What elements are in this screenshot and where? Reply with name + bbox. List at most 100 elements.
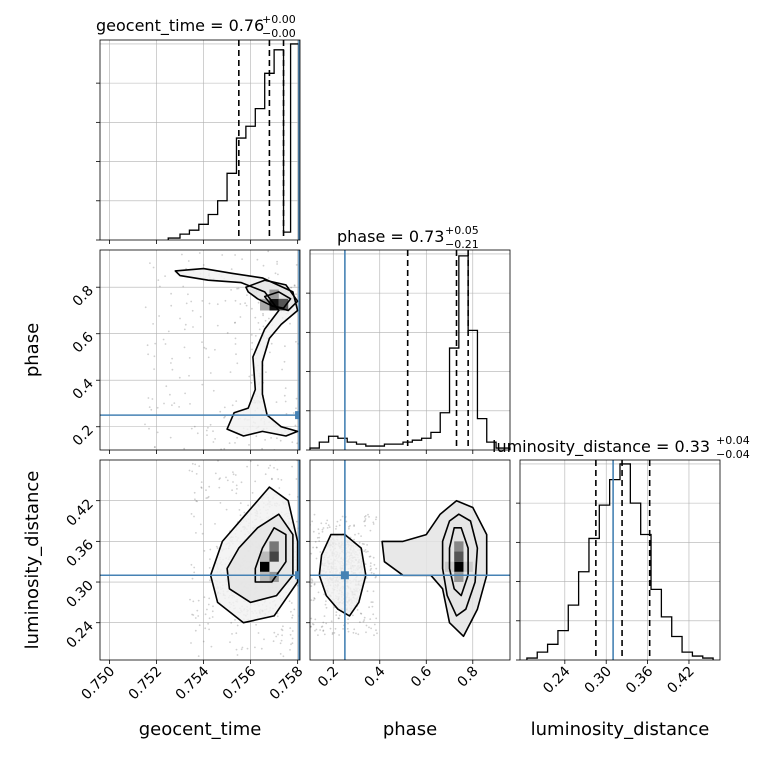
scatter-time-distance-point bbox=[260, 647, 263, 650]
scatter-time-distance-density-cell-3 bbox=[269, 571, 279, 583]
scatter-time-distance-point bbox=[229, 641, 231, 644]
scatter-phase-distance-plot-area bbox=[308, 460, 510, 660]
scatter-time-phase-point bbox=[144, 423, 146, 426]
hist-phase-bg bbox=[310, 250, 510, 450]
scatter-time-distance-point bbox=[198, 624, 201, 627]
scatter-time-phase-point bbox=[305, 289, 307, 291]
scatter-time-phase-point bbox=[234, 337, 237, 340]
scatter-time-distance-point bbox=[209, 548, 212, 551]
scatter-time-distance-point bbox=[235, 632, 238, 635]
scatter-time-phase-point bbox=[207, 426, 209, 429]
title-luminosity-distance-sup: +0.04 bbox=[716, 434, 750, 447]
scatter-time-phase-yticklabel-2: 0.6 bbox=[70, 329, 97, 356]
scatter-time-distance-point bbox=[289, 633, 292, 636]
scatter-time-distance-yticklabel-0: 0.24 bbox=[63, 618, 96, 651]
scatter-time-distance-density-cell-5 bbox=[260, 551, 270, 562]
scatter-phase-distance-point bbox=[369, 618, 372, 620]
scatter-time-phase-point bbox=[254, 335, 257, 337]
scatter-time-phase-point bbox=[219, 410, 222, 413]
scatter-time-distance-point bbox=[192, 614, 195, 616]
scatter-time-distance-xticklabel-1: 0.752 bbox=[126, 664, 166, 704]
hist-phase-step bbox=[309, 255, 511, 450]
scatter-phase-distance-point bbox=[366, 544, 368, 546]
scatter-time-distance-point bbox=[238, 509, 241, 511]
scatter-time-distance-point bbox=[196, 500, 199, 503]
scatter-time-phase-point bbox=[184, 392, 187, 395]
scatter-time-distance-point bbox=[235, 492, 238, 495]
scatter-phase-distance-point bbox=[308, 599, 310, 601]
scatter-time-phase-point bbox=[188, 374, 190, 377]
scatter-time-distance-point bbox=[214, 472, 217, 475]
scatter-time-phase-yticklabel-1: 0.4 bbox=[70, 376, 97, 403]
scatter-time-phase-point bbox=[277, 273, 279, 276]
scatter-time-distance-point bbox=[239, 502, 242, 504]
scatter-time-phase-point bbox=[236, 362, 239, 365]
scatter-phase-distance-point bbox=[364, 519, 366, 522]
scatter-time-distance-point bbox=[306, 585, 308, 587]
scatter-time-phase-point bbox=[295, 264, 298, 266]
scatter-time-phase-point bbox=[308, 475, 310, 477]
scatter-phase-distance-point bbox=[363, 616, 366, 619]
scatter-time-phase-contour-2 bbox=[263, 291, 292, 309]
scatter-phase-distance-point bbox=[353, 524, 355, 526]
hist-luminosity-distance-xticklabel-1: 0.30 bbox=[582, 664, 615, 697]
scatter-phase-distance-point bbox=[375, 567, 378, 570]
scatter-phase-distance-point bbox=[347, 618, 349, 620]
hist-luminosity-distance-xticklabel-0: 0.24 bbox=[540, 663, 573, 696]
ylabel-phase: phase bbox=[22, 323, 43, 377]
scatter-time-distance-point bbox=[271, 477, 273, 480]
scatter-time-phase-point bbox=[223, 406, 226, 409]
scatter-time-distance-point bbox=[307, 618, 309, 620]
scatter-time-distance-truth-marker bbox=[295, 571, 300, 580]
scatter-time-distance-point bbox=[232, 471, 234, 473]
scatter-phase-distance-point bbox=[329, 627, 332, 630]
scatter-time-distance-point bbox=[228, 457, 230, 459]
scatter-time-phase-point bbox=[152, 323, 155, 325]
scatter-phase-distance-point bbox=[362, 620, 365, 623]
scatter-time-phase-point bbox=[182, 285, 185, 288]
scatter-time-phase-point bbox=[169, 393, 171, 396]
scatter-phase-distance-point bbox=[325, 522, 327, 525]
scatter-phase-distance-point bbox=[325, 622, 328, 625]
scatter-time-distance-point bbox=[271, 478, 273, 481]
scatter-time-phase-point bbox=[324, 227, 326, 229]
scatter-phase-distance-point bbox=[375, 575, 377, 578]
scatter-time-distance-point bbox=[302, 609, 304, 611]
scatter-time-phase-point bbox=[214, 438, 217, 440]
hist-luminosity-distance-frame bbox=[519, 459, 721, 661]
scatter-time-phase-point bbox=[295, 293, 297, 296]
scatter-phase-distance-point bbox=[311, 579, 314, 582]
scatter-phase-distance-point bbox=[373, 563, 376, 566]
scatter-phase-distance-point bbox=[369, 565, 372, 567]
scatter-phase-distance-point bbox=[338, 634, 340, 636]
scatter-phase-distance-point bbox=[349, 524, 351, 527]
scatter-phase-distance-point bbox=[317, 634, 319, 636]
scatter-time-phase-point bbox=[276, 246, 278, 248]
scatter-time-distance-point bbox=[291, 465, 293, 468]
scatter-time-distance-xticklabel-3: 0.756 bbox=[220, 663, 260, 703]
scatter-time-phase-point bbox=[216, 324, 219, 327]
scatter-phase-distance-point bbox=[353, 628, 356, 631]
scatter-time-phase-point bbox=[144, 306, 147, 309]
scatter-phase-distance-point bbox=[364, 524, 366, 527]
scatter-phase-distance-point bbox=[319, 551, 322, 553]
scatter-time-distance-point bbox=[277, 633, 279, 636]
scatter-phase-distance-point bbox=[315, 546, 318, 549]
scatter-time-distance-point bbox=[218, 478, 221, 481]
scatter-time-distance-point bbox=[193, 515, 195, 518]
scatter-phase-distance-point bbox=[321, 528, 324, 531]
scatter-time-distance-point bbox=[300, 518, 302, 520]
scatter-time-phase-point bbox=[262, 325, 265, 328]
scatter-phase-distance-point bbox=[352, 631, 355, 634]
scatter-phase-distance-point bbox=[354, 533, 356, 536]
hist-luminosity-distance-step bbox=[526, 463, 714, 660]
scatter-phase-distance-point bbox=[358, 541, 361, 544]
scatter-phase-distance-point bbox=[338, 617, 340, 620]
scatter-time-phase-point bbox=[305, 368, 307, 370]
scatter-time-distance-point bbox=[211, 610, 214, 613]
scatter-time-distance-point bbox=[208, 567, 211, 569]
scatter-phase-distance-point bbox=[369, 562, 372, 565]
scatter-time-distance-point bbox=[231, 633, 233, 635]
scatter-time-phase-point bbox=[306, 350, 308, 352]
scatter-time-distance-point bbox=[295, 478, 298, 480]
